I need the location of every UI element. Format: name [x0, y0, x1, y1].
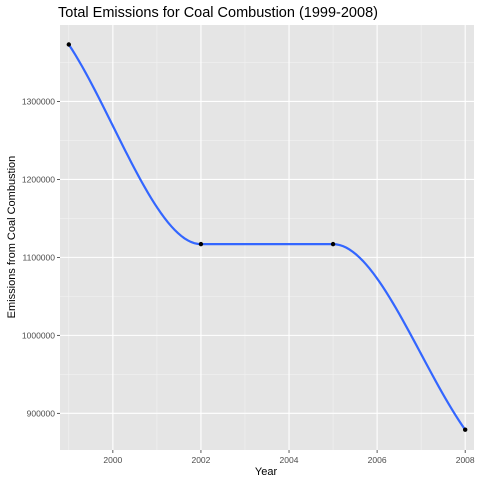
x-axis-title: Year — [255, 466, 278, 478]
y-tick-label: 1200000 — [22, 174, 55, 184]
x-tick-label: 2008 — [456, 455, 475, 465]
y-tick-labels: 900000 1000000 1100000 1200000 1300000 — [22, 96, 55, 418]
x-tick-label: 2002 — [191, 455, 210, 465]
x-tick-label: 2006 — [368, 455, 387, 465]
x-tick-label: 2004 — [280, 455, 299, 465]
grid-minor — [60, 25, 474, 450]
x-tick-labels: 2000 2002 2004 2006 2008 — [103, 455, 475, 465]
plot-panel — [60, 25, 474, 450]
y-axis-title: Emissions from Coal Combustion — [6, 156, 18, 319]
y-tick-label: 900000 — [27, 408, 56, 418]
grid-major — [60, 25, 474, 450]
data-point — [66, 42, 72, 47]
y-tick-label: 1300000 — [22, 96, 55, 106]
data-point — [462, 427, 468, 432]
axis-ticks — [57, 101, 466, 453]
y-tick-label: 1100000 — [23, 252, 56, 262]
y-tick-label: 1000000 — [22, 330, 55, 340]
data-points — [66, 42, 468, 432]
emissions-trend-line — [67, 43, 467, 431]
data-point — [198, 241, 204, 247]
x-tick-label: 2000 — [103, 455, 122, 465]
chart-title: Total Emissions for Coal Combustion (199… — [58, 5, 378, 21]
data-point — [330, 241, 336, 247]
